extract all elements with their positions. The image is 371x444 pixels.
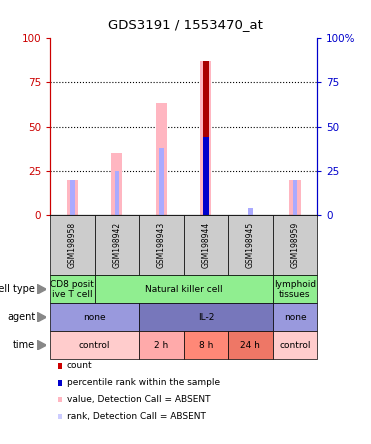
Text: none: none bbox=[83, 313, 106, 322]
Bar bbox=[248, 208, 253, 215]
Text: GSM198943: GSM198943 bbox=[157, 222, 166, 269]
Text: control: control bbox=[79, 341, 110, 350]
Text: count: count bbox=[67, 361, 92, 370]
Text: 24 h: 24 h bbox=[240, 341, 260, 350]
Text: CD8 posit
ive T cell: CD8 posit ive T cell bbox=[50, 280, 94, 299]
Text: control: control bbox=[279, 341, 311, 350]
Text: GSM198942: GSM198942 bbox=[112, 222, 121, 268]
Text: rank, Detection Call = ABSENT: rank, Detection Call = ABSENT bbox=[67, 412, 206, 421]
Bar bbox=[156, 103, 167, 215]
Text: lymphoid
tissues: lymphoid tissues bbox=[274, 280, 316, 299]
Bar bbox=[70, 180, 75, 215]
Text: GSM198945: GSM198945 bbox=[246, 222, 255, 269]
Text: 2 h: 2 h bbox=[154, 341, 168, 350]
Bar bbox=[200, 61, 211, 215]
Text: GSM198958: GSM198958 bbox=[68, 222, 77, 268]
Polygon shape bbox=[37, 341, 46, 350]
Bar bbox=[111, 153, 122, 215]
Bar bbox=[203, 61, 209, 215]
Text: 8 h: 8 h bbox=[199, 341, 213, 350]
Text: time: time bbox=[13, 340, 35, 350]
Polygon shape bbox=[37, 284, 46, 294]
Text: Natural killer cell: Natural killer cell bbox=[145, 285, 223, 294]
Text: cell type: cell type bbox=[0, 284, 35, 294]
Bar bbox=[115, 171, 119, 215]
Bar bbox=[289, 180, 301, 215]
Bar bbox=[293, 180, 297, 215]
Polygon shape bbox=[37, 313, 46, 322]
Text: percentile rank within the sample: percentile rank within the sample bbox=[67, 378, 220, 387]
Text: GDS3191 / 1553470_at: GDS3191 / 1553470_at bbox=[108, 18, 263, 31]
Text: value, Detection Call = ABSENT: value, Detection Call = ABSENT bbox=[67, 395, 210, 404]
Bar bbox=[159, 148, 164, 215]
Text: IL-2: IL-2 bbox=[198, 313, 214, 322]
Bar bbox=[203, 137, 209, 215]
Bar bbox=[67, 180, 78, 215]
Text: none: none bbox=[284, 313, 306, 322]
Text: GSM198959: GSM198959 bbox=[290, 222, 299, 269]
Text: agent: agent bbox=[7, 312, 35, 322]
Text: GSM198944: GSM198944 bbox=[201, 222, 210, 269]
